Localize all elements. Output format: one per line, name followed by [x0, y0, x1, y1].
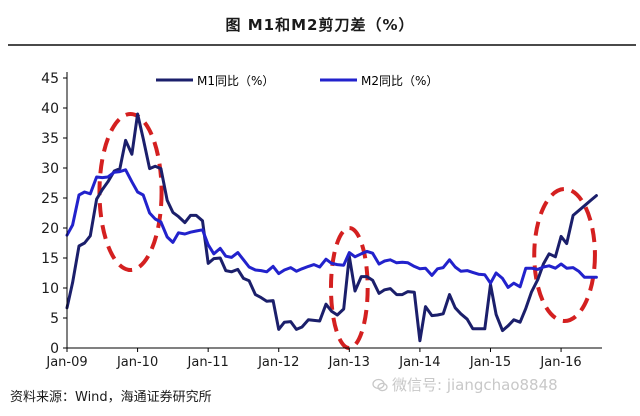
series-line-m1 — [65, 112, 598, 343]
watermark-text: 微信号: jiangchao8848 — [392, 376, 558, 394]
legend-label-m1: M1同比（%） — [197, 74, 274, 88]
watermark: 微信号: jiangchao8848 — [372, 374, 558, 395]
y-tick-label: 15 — [41, 251, 59, 267]
y-tick-label: 10 — [41, 281, 59, 297]
x-tick-label: Jan-13 — [328, 355, 370, 370]
series-line-m2 — [65, 168, 598, 289]
y-tick-label: 5 — [50, 311, 59, 327]
x-tick-label: Jan-12 — [257, 355, 299, 370]
x-tick-label: Jan-16 — [539, 355, 581, 370]
wechat-icon — [372, 378, 388, 391]
highlight-layer — [97, 112, 597, 350]
x-tick-label: Jan-09 — [45, 355, 87, 370]
x-tick-label: Jan-10 — [116, 355, 158, 370]
y-tick-label: 25 — [41, 191, 59, 207]
legend: M1同比（%） M2同比（%） — [156, 74, 438, 88]
title-divider — [8, 44, 636, 46]
highlight-ellipse — [328, 226, 370, 350]
y-tick-label: 30 — [41, 161, 59, 177]
y-tick-label: 45 — [41, 71, 59, 87]
page-title: 图 M1和M2剪刀差（%） — [225, 16, 415, 34]
source-note: 资料来源：Wind，海通证券研究所 — [10, 390, 212, 405]
axis-layer: 0 5 10 15 20 25 30 35 40 45 Jan-09 Jan-10 Jan-11 Jan-… — [41, 71, 602, 370]
y-tick-label: 0 — [50, 341, 59, 357]
x-tick-label: Jan-15 — [469, 355, 511, 370]
legend-label-m2: M2同比（%） — [361, 74, 438, 88]
y-tick-label: 40 — [41, 101, 59, 117]
y-tick-label: 20 — [41, 221, 59, 237]
highlight-ellipse — [97, 112, 164, 272]
x-tick-label: Jan-14 — [398, 355, 440, 370]
y-tick-label: 35 — [41, 131, 59, 147]
highlight-ellipse — [532, 187, 597, 323]
series-layer — [65, 112, 598, 343]
x-tick-label: Jan-11 — [187, 355, 229, 370]
